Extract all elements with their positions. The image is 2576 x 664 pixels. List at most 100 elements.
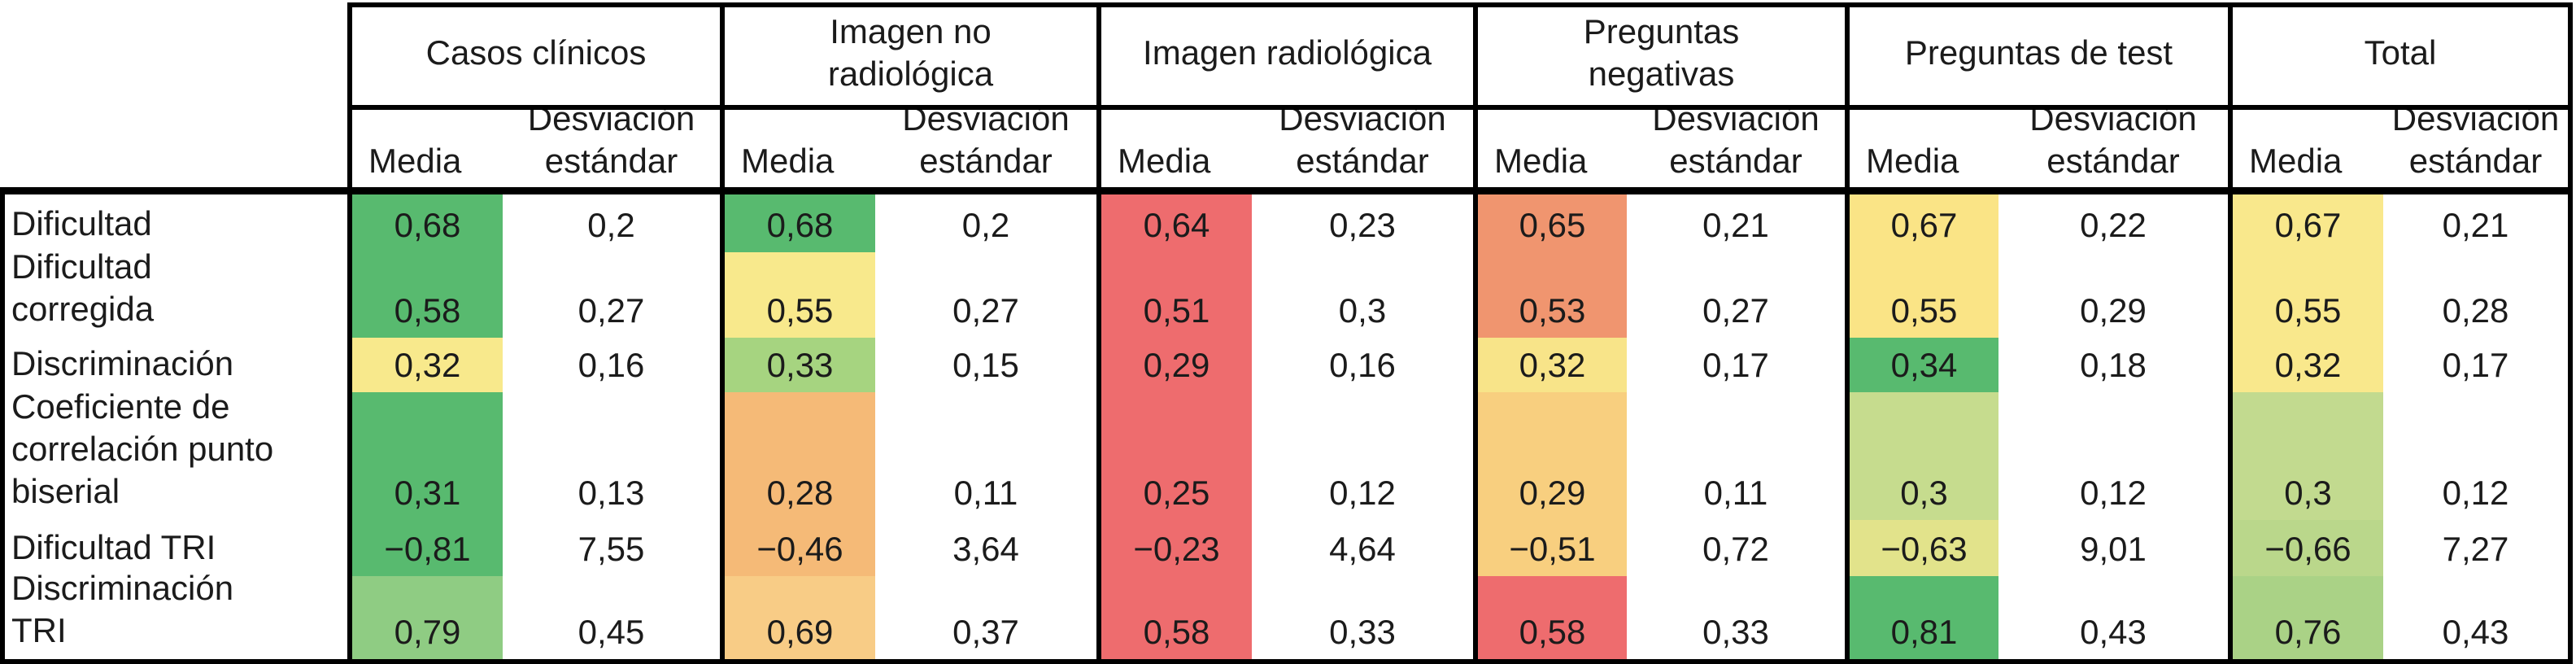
table-border-vertical [1473,2,1478,664]
std-cell: 0,33 [1702,613,1769,651]
std-cell: 0,43 [2080,613,2147,651]
media-cell: 0,65 [1478,194,1627,252]
row-label-dificultad: Dificultad [11,204,152,242]
std-cell: 0,15 [952,346,1019,384]
media-cell: 0,68 [725,194,875,252]
subheader-std: Desviación estándar [527,99,695,180]
std-cell: 0,37 [952,613,1019,651]
media-cell: 0,53 [1478,252,1627,338]
std-cell: 9,01 [2080,530,2147,568]
row-label-discriminacion-tri: Discriminación TRI [11,569,234,649]
media-cell: 0,55 [1850,252,1998,338]
std-cell: 0,45 [578,613,645,651]
media-cell: 0,55 [2233,252,2383,338]
media-cell: 0,58 [352,252,503,338]
media-cell: −0,51 [1478,520,1627,576]
media-cell: −0,66 [2233,520,2383,576]
std-cell: 0,21 [1702,206,1769,244]
group-header-total: Total [2364,33,2437,72]
subheader-media: Media [1118,142,1211,180]
table-border-right [2568,2,2573,664]
media-cell: 0,25 [1101,392,1252,520]
std-cell: 0,17 [1702,346,1769,384]
std-cell: 0,11 [1703,474,1768,512]
std-cell: 0,3 [1338,291,1387,330]
std-cell: 0,29 [2080,291,2147,330]
media-cell: 0,31 [352,392,503,520]
std-cell: 0,16 [1329,346,1396,384]
std-cell: 7,27 [2442,530,2509,568]
std-cell: 0,23 [1329,206,1396,244]
media-cell: 0,34 [1850,338,1998,392]
table-border-vertical [347,2,352,664]
media-cell: 0,29 [1478,392,1627,520]
std-cell: 0,28 [2442,291,2509,330]
media-cell: 0,3 [2233,392,2383,520]
row-label-dificultad-tri: Dificultad TRI [11,528,216,566]
media-cell: −0,23 [1101,520,1252,576]
media-cell: 0,64 [1101,194,1252,252]
subheader-media: Media [741,142,835,180]
media-cell: 0,28 [725,392,875,520]
media-cell: 0,32 [1478,338,1627,392]
group-header-imagen-radiologica: Imagen radiológica [1143,33,1432,72]
group-header-imagen-no-radiologica: Imagen no radiológica [827,12,994,93]
media-cell: −0,63 [1850,520,1998,576]
table-border-vertical [1845,2,1850,664]
media-cell: 0,68 [352,194,503,252]
std-cell: 0,43 [2442,613,2509,651]
std-cell: 0,2 [587,206,635,244]
media-cell: 0,69 [725,576,875,659]
table-border-under-subheaders [0,187,2573,194]
media-cell: 0,32 [352,338,503,392]
std-cell: 0,72 [1702,530,1769,568]
table-border-vertical [1096,2,1101,664]
row-label-discriminacion: Discriminación [11,344,234,382]
group-header-preguntas-negativas: Preguntas negativas [1583,12,1740,93]
media-cell: 0,58 [1101,576,1252,659]
subheader-media: Media [2249,142,2343,180]
group-header-casos-clinicos: Casos clínicos [425,33,647,72]
media-cell: 0,33 [725,338,875,392]
subheader-std: Desviación estándar [1652,99,1820,180]
std-cell: 0,18 [2080,346,2147,384]
media-cell: 0,67 [2233,194,2383,252]
std-cell: 0,27 [578,291,645,330]
table-border-left [0,187,5,664]
table-border-top [347,2,2573,7]
std-cell: 0,27 [1702,291,1769,330]
media-cell: −0,81 [352,520,503,576]
subheader-media: Media [368,142,462,180]
table-border-bottom [0,659,2573,664]
subheader-std: Desviación estándar [1279,99,1446,180]
subheader-media: Media [1866,142,1959,180]
media-cell: 0,58 [1478,576,1627,659]
media-cell: −0,46 [725,520,875,576]
media-cell: 0,51 [1101,252,1252,338]
row-label-coeficiente-correlacion: Coeficiente de correlación punto biseria… [11,387,274,510]
table-border-vertical [720,2,725,664]
std-cell: 0,2 [961,206,1010,244]
media-cell: 0,76 [2233,576,2383,659]
media-cell: 0,29 [1101,338,1252,392]
media-cell: 0,3 [1850,392,1998,520]
std-cell: 4,64 [1329,530,1396,568]
table-border-vertical [2228,2,2233,664]
media-cell: 0,55 [725,252,875,338]
std-cell: 0,27 [952,291,1019,330]
std-cell: 3,64 [952,530,1019,568]
std-cell: 0,12 [2080,474,2147,512]
std-cell: 0,12 [1329,474,1396,512]
subheader-std: Desviación estándar [902,99,1070,180]
std-cell: 0,17 [2442,346,2509,384]
group-header-preguntas-de-test: Preguntas de test [1904,33,2173,72]
std-cell: 0,11 [953,474,1018,512]
subheader-std: Desviación estándar [2391,99,2560,180]
std-cell: 7,55 [578,530,645,568]
media-cell: 0,67 [1850,194,1998,252]
std-cell: 0,16 [578,346,645,384]
media-cell: 0,79 [352,576,503,659]
std-cell: 0,33 [1329,613,1396,651]
std-cell: 0,22 [2080,206,2147,244]
